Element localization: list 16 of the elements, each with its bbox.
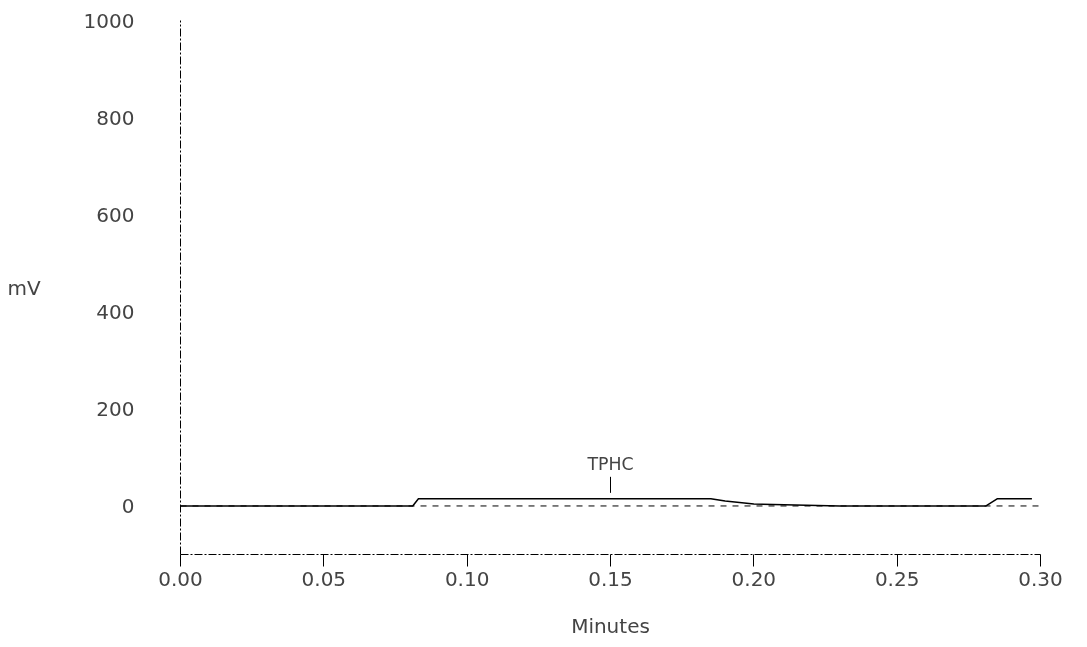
y-tick-label: 400	[96, 299, 135, 324]
x-tick-label: 0.15	[588, 566, 633, 591]
y-tick-label: 800	[96, 105, 135, 130]
x-tick-label: 0.20	[731, 566, 777, 591]
annotation: TPHC	[586, 454, 634, 475]
y-tick-label: 200	[96, 396, 135, 421]
y-tick-label: 1000	[83, 8, 135, 33]
y-tick-label: 0	[121, 493, 135, 518]
y-axis-title: mV	[7, 275, 41, 300]
x-tick-label: 0.30	[1018, 566, 1063, 591]
x-tick-label: 0.10	[444, 566, 490, 591]
x-tick-label: 0.25	[874, 566, 920, 591]
x-tick-label: 0.00	[158, 566, 203, 591]
x-tick-label: 0.05	[301, 566, 347, 591]
x-axis-title: Minutes	[571, 613, 650, 638]
y-tick-label: 600	[96, 202, 135, 227]
